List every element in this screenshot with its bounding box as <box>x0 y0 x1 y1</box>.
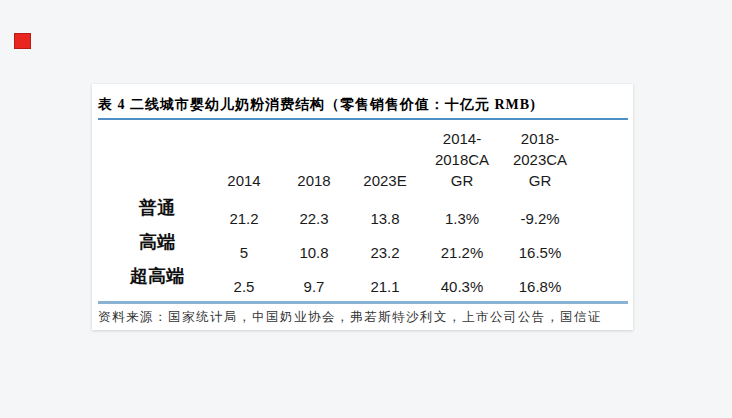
table-title: 表 4 二线城市婴幼儿奶粉消费结构（零售销售价值：十亿元 RMB) <box>98 84 628 120</box>
source-note: 资料来源：国家统计局，中国奶业协会，弗若斯特沙利文，上市公司公告，国信证 券经济… <box>98 307 628 330</box>
cell-putong-cagr2: -9.2% <box>502 199 578 233</box>
cell-gaoduan-2023e: 23.2 <box>348 233 422 267</box>
row-label-putong: 普通 <box>98 199 208 233</box>
bottom-rule <box>98 301 628 304</box>
cell-chaogaoduan-cagr1: 40.3% <box>422 267 502 301</box>
column-header-empty <box>98 123 208 199</box>
cell-putong-2023e: 13.8 <box>348 199 422 233</box>
cell-gaoduan-cagr2: 16.5% <box>502 233 578 267</box>
column-header-cagr-2018-2023: 2018-2023CAGR <box>502 123 578 199</box>
column-header-2018: 2018 <box>280 123 348 199</box>
data-table: 2014 2018 2023E 2014-2018CAGR 2018-2023C… <box>98 123 628 301</box>
source-note-line1: 资料来源：国家统计局，中国奶业协会，弗若斯特沙利文，上市公司公告，国信证 <box>98 307 628 327</box>
cell-putong-2014: 21.2 <box>208 199 280 233</box>
cell-chaogaoduan-2018: 9.7 <box>280 267 348 301</box>
cell-putong-cagr1: 1.3% <box>422 199 502 233</box>
cell-gaoduan-2014: 5 <box>208 233 280 267</box>
row-label-chaogaoduan: 超高端 <box>98 267 208 301</box>
source-note-line2: 券经济研究所整理及预测 <box>98 327 628 330</box>
click-marker <box>14 33 31 49</box>
cell-chaogaoduan-cagr2: 16.8% <box>502 267 578 301</box>
cell-chaogaoduan-2014: 2.5 <box>208 267 280 301</box>
column-header-cagr-2014-2018: 2014-2018CAGR <box>422 123 502 199</box>
table-card: 表 4 二线城市婴幼儿奶粉消费结构（零售销售价值：十亿元 RMB) 2014 2… <box>92 84 633 330</box>
cell-gaoduan-cagr1: 21.2% <box>422 233 502 267</box>
column-header-2023e: 2023E <box>348 123 422 199</box>
cell-chaogaoduan-2023e: 21.1 <box>348 267 422 301</box>
cell-gaoduan-2018: 10.8 <box>280 233 348 267</box>
column-header-cagr-2018-2023-text: 2018-2023CAGR <box>512 128 568 191</box>
cell-putong-2018: 22.3 <box>280 199 348 233</box>
column-header-cagr-2014-2018-text: 2014-2018CAGR <box>434 128 490 191</box>
column-header-2014: 2014 <box>208 123 280 199</box>
row-label-gaoduan: 高端 <box>98 233 208 267</box>
viewer-background: 表 4 二线城市婴幼儿奶粉消费结构（零售销售价值：十亿元 RMB) 2014 2… <box>0 0 732 418</box>
